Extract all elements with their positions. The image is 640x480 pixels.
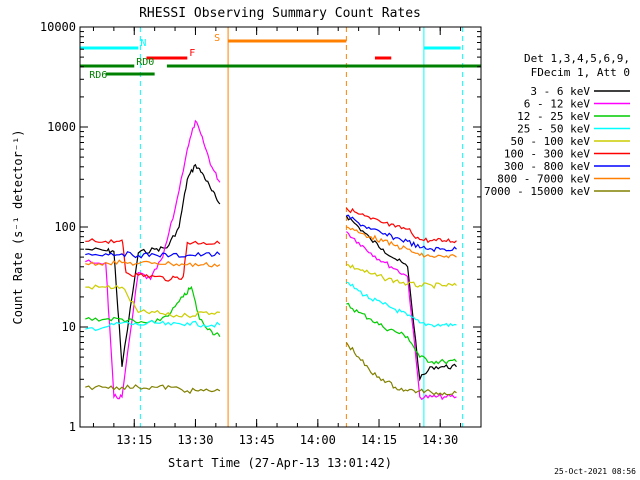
- x-tick-label: 14:30: [422, 433, 458, 447]
- y-axis: 1 10 100 1000 10000: [40, 20, 481, 434]
- legend-entry-label: 50 - 100 keV: [511, 135, 591, 148]
- series-line: [85, 119, 457, 401]
- x-axis: 13:15 13:30 13:45 14:00 14:15 14:30: [92, 27, 482, 447]
- flag-label-s: S: [214, 33, 220, 44]
- legend-entry-label: 300 - 800 keV: [504, 160, 590, 173]
- legend-header-line-2: FDecim 1, Att 0: [531, 66, 630, 79]
- y-tick-label: 1: [69, 420, 76, 434]
- flag-label-f: F: [189, 48, 195, 59]
- series-line: [85, 214, 457, 259]
- y-tick-label: 10000: [40, 20, 76, 34]
- x-tick-label: 13:45: [239, 433, 275, 447]
- series-line: [85, 285, 457, 365]
- legend-entry-label: 800 - 7000 keV: [497, 173, 590, 186]
- legend-entry-label: 6 - 12 keV: [524, 98, 591, 111]
- y-axis-label: Count Rate (s⁻¹ detector⁻¹): [11, 129, 25, 324]
- chart-title: RHESSI Observing Summary Count Rates: [139, 6, 421, 21]
- flag-label-n: N: [140, 38, 146, 49]
- series-line: [85, 163, 457, 382]
- legend-entry-label: 25 - 50 keV: [517, 123, 590, 136]
- x-tick-label: 13:30: [177, 433, 213, 447]
- x-tick-label: 13:15: [116, 433, 152, 447]
- legend-header-line-1: Det 1,3,4,5,6,9,: [524, 52, 630, 65]
- series-line: [85, 264, 457, 319]
- x-axis-label: Start Time (27-Apr-13 13:01:42): [168, 456, 392, 470]
- y-tick-label: 10: [62, 320, 76, 334]
- legend-entry-label: 12 - 25 keV: [517, 110, 590, 123]
- legend-entry-label: 3 - 6 keV: [530, 85, 590, 98]
- footer-timestamp: 25-Oct-2021 08:56: [554, 467, 636, 476]
- series-line: [85, 281, 457, 332]
- x-tick-label: 14:15: [361, 433, 397, 447]
- flag-label-rd6: RD6: [89, 70, 107, 81]
- legend-entry-label: 100 - 300 keV: [504, 148, 590, 161]
- flag-bars: N F S RD0 RD6: [80, 33, 481, 81]
- legend-entry-label: 7000 - 15000 keV: [484, 185, 590, 198]
- flag-label-rd0: RD0: [136, 57, 154, 68]
- y-tick-label: 1000: [47, 120, 76, 134]
- series-line: [85, 207, 457, 282]
- series-line: [85, 342, 457, 396]
- x-tick-label: 14:00: [300, 433, 336, 447]
- series-lines: [85, 119, 457, 401]
- y-tick-label: 100: [54, 220, 76, 234]
- legend: Det 1,3,4,5,6,9, FDecim 1, Att 0 3 - 6 k…: [484, 52, 630, 198]
- series-line: [85, 226, 457, 268]
